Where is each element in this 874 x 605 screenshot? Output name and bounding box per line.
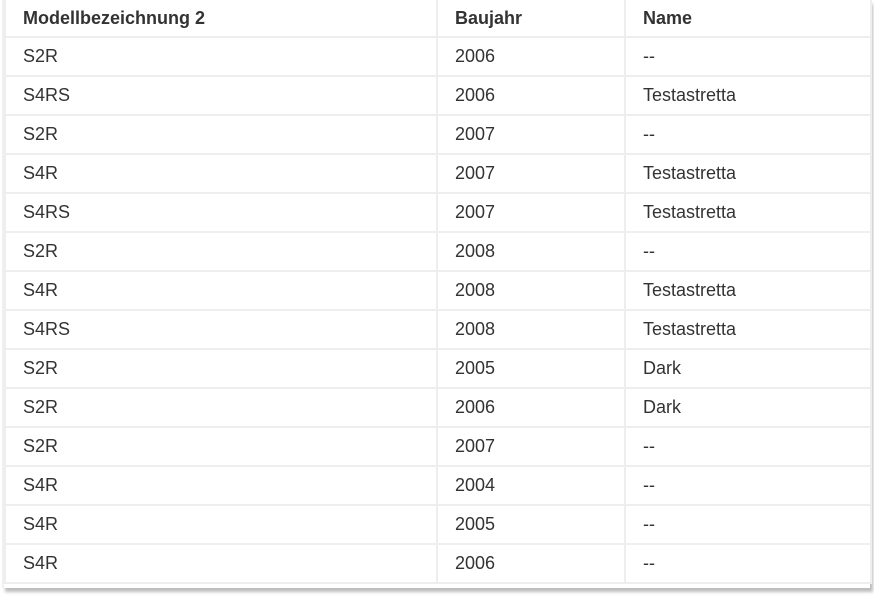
cell-name: -- — [624, 504, 872, 545]
cell-model: S2R — [4, 348, 438, 389]
table-row: S4R 2008 Testastretta — [4, 270, 872, 311]
cell-name: -- — [624, 543, 872, 584]
cell-model: S4R — [4, 153, 438, 194]
cell-year: 2005 — [436, 504, 626, 545]
cell-model: S2R — [4, 114, 438, 155]
table-row: S2R 2008 -- — [4, 231, 872, 272]
table-row: S4R 2004 -- — [4, 465, 872, 506]
cell-model: S2R — [4, 426, 438, 467]
cell-name: -- — [624, 231, 872, 272]
cell-year: 2007 — [436, 192, 626, 233]
model-table-container: Modellbezeichnung 2 Baujahr Name S2R 2006… — [2, 0, 872, 588]
cell-year: 2006 — [436, 75, 626, 116]
cell-name: Testastretta — [624, 309, 872, 350]
table-row: S2R 2006 Dark — [4, 387, 872, 428]
cell-model: S4RS — [4, 192, 438, 233]
cell-name: Testastretta — [624, 153, 872, 194]
cell-year: 2008 — [436, 270, 626, 311]
cell-name: -- — [624, 114, 872, 155]
cell-name: -- — [624, 465, 872, 506]
cell-name: Testastretta — [624, 192, 872, 233]
cell-model: S4R — [4, 465, 438, 506]
cell-model: S4RS — [4, 309, 438, 350]
cell-year: 2007 — [436, 426, 626, 467]
table-row: S2R 2006 -- — [4, 36, 872, 77]
table-row: S4RS 2008 Testastretta — [4, 309, 872, 350]
table-row: S4R 2006 -- — [4, 543, 872, 584]
cell-name: Dark — [624, 387, 872, 428]
cell-model: S2R — [4, 36, 438, 77]
table-row: S2R 2007 -- — [4, 426, 872, 467]
cell-name: Testastretta — [624, 75, 872, 116]
cell-year: 2007 — [436, 153, 626, 194]
cell-name: Testastretta — [624, 270, 872, 311]
cell-year: 2008 — [436, 309, 626, 350]
cell-model: S4R — [4, 270, 438, 311]
header-year: Baujahr — [436, 0, 626, 38]
cell-name: -- — [624, 36, 872, 77]
cell-model: S2R — [4, 387, 438, 428]
cell-model: S4R — [4, 543, 438, 584]
cell-model: S4R — [4, 504, 438, 545]
cell-year: 2004 — [436, 465, 626, 506]
table-header-row: Modellbezeichnung 2 Baujahr Name — [4, 0, 872, 38]
cell-name: -- — [624, 426, 872, 467]
cell-year: 2006 — [436, 387, 626, 428]
cell-model: S4RS — [4, 75, 438, 116]
cell-year: 2006 — [436, 543, 626, 584]
model-table: Modellbezeichnung 2 Baujahr Name S2R 2006… — [4, 0, 872, 584]
table-row: S4R 2005 -- — [4, 504, 872, 545]
cell-year: 2006 — [436, 36, 626, 77]
cell-year: 2008 — [436, 231, 626, 272]
header-name: Name — [624, 0, 872, 38]
cell-model: S2R — [4, 231, 438, 272]
table-row: S2R 2007 -- — [4, 114, 872, 155]
table-row: S4RS 2006 Testastretta — [4, 75, 872, 116]
header-model: Modellbezeichnung 2 — [4, 0, 438, 38]
table-row: S2R 2005 Dark — [4, 348, 872, 389]
cell-name: Dark — [624, 348, 872, 389]
table-row: S4R 2007 Testastretta — [4, 153, 872, 194]
cell-year: 2005 — [436, 348, 626, 389]
cell-year: 2007 — [436, 114, 626, 155]
table-row: S4RS 2007 Testastretta — [4, 192, 872, 233]
